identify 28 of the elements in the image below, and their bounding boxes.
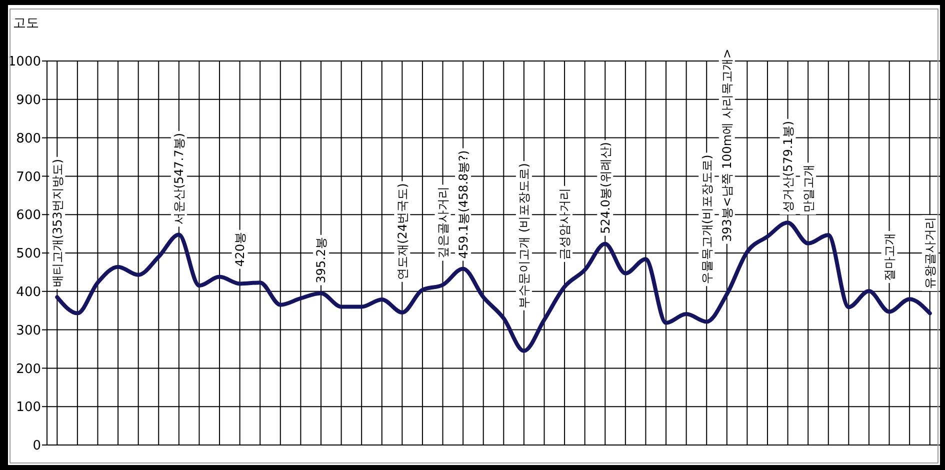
y-axis-title: 고도	[13, 16, 39, 31]
x-tick-label: 부수문이고개 (비포장도로)	[517, 163, 532, 308]
x-tick-label: 유왕골사거리	[923, 217, 938, 290]
y-tick-label: 500	[16, 246, 41, 262]
x-tick-label: 우물목고개(비포장도로)	[700, 154, 714, 284]
y-tick-label: 800	[16, 131, 41, 146]
x-tick-label: 459.1봉(458.8봉?)	[456, 150, 470, 259]
x-tick-label: 배티고개(353번지방도)	[50, 158, 64, 288]
y-tick-label: 700	[16, 170, 41, 185]
x-tick-label: 성거산(579.1봉)	[780, 120, 795, 213]
y-tick-label: 600	[16, 208, 41, 224]
x-tick-label: 393봉<남쪽 100m에 사리목고개>	[720, 48, 734, 242]
x-tick-label: 395.2봉	[314, 236, 328, 284]
y-tick-label: 0	[32, 438, 41, 454]
x-tick-label: 서운산(547.7봉)	[172, 132, 186, 225]
y-tick-label: 900	[16, 92, 41, 108]
x-tick-label: 절마고개	[882, 233, 896, 282]
x-tick-label: 금성암사거리	[558, 188, 572, 260]
y-tick-label: 1000	[8, 54, 41, 70]
y-tick-label: 100	[16, 400, 41, 416]
y-tick-label: 200	[16, 362, 41, 377]
y-tick-label: 300	[16, 323, 41, 338]
y-tick-label: 400	[16, 284, 41, 300]
x-tick-label: 524.0봉(위례산)	[598, 142, 612, 234]
x-tick-label: 깊은골사거리	[436, 186, 450, 259]
x-tick-label: 만일고개	[801, 164, 816, 213]
x-tick-label: 연도재(24번국도)	[395, 183, 410, 280]
x-tick-label: 420봉	[233, 232, 248, 267]
